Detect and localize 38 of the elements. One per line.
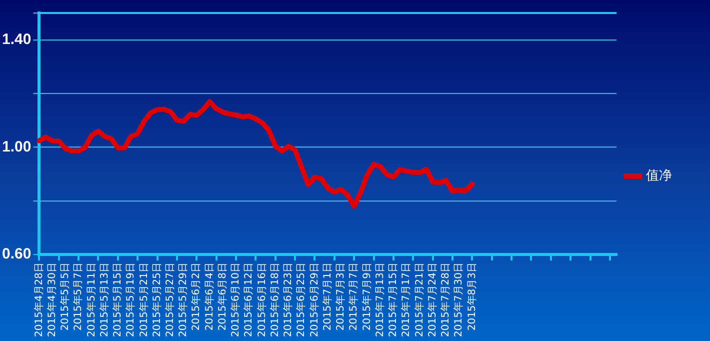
x-tick-label: 2015年6月29日: [308, 262, 320, 338]
y-tick-label: 1.40: [2, 30, 32, 48]
x-tick-label: 2015年5月7日: [72, 262, 84, 331]
x-tick-label: 2015年6月8日: [216, 262, 228, 331]
x-tick-label: 2015年5月21日: [138, 262, 150, 338]
x-tick-label: 2015年5月5日: [59, 262, 72, 331]
x-tick-label: 2015年6月10日: [230, 262, 242, 338]
x-tick-label: 2015年7月3日: [334, 262, 347, 331]
x-tick-label: 2015年7月24日: [426, 262, 438, 338]
x-tick-label: 2015年5月25日: [150, 262, 163, 338]
legend-label: 值净: [646, 168, 672, 184]
x-tick-label: 2015年5月29日: [177, 262, 190, 338]
x-tick-label: 2015年7月15日: [387, 262, 400, 338]
y-tick-label: 0.60: [2, 246, 32, 263]
x-tick-label: 2015年7月28日: [440, 262, 452, 338]
x-tick-label: 2015年4月30日: [46, 262, 58, 338]
x-tick-label: 2015年7月1日: [321, 262, 334, 331]
x-tick-label: 2015年7月21日: [413, 262, 426, 338]
x-tick-label: 2015年6月16日: [256, 262, 268, 338]
x-tick-label: 2015年4月28日: [32, 262, 45, 338]
x-tick-label: 2015年7月7日: [348, 262, 360, 331]
x-tick-label: 2015年7月13日: [374, 262, 386, 338]
x-tick-label: 2015年5月27日: [164, 262, 176, 338]
y-tick-label: 1.00: [2, 138, 32, 156]
x-tick-label: 2015年5月11日: [85, 262, 98, 338]
x-tick-label: 2015年7月30日: [452, 262, 465, 338]
x-tick-label: 2015年5月13日: [98, 262, 110, 338]
x-tick-label: 2015年5月19日: [124, 262, 137, 338]
x-tick-label: 2015年8月3日: [466, 262, 478, 331]
x-tick-label: 2015年6月2日: [190, 262, 202, 331]
x-tick-label: 2015年6月23日: [282, 262, 294, 338]
x-tick-label: 2015年5月15日: [112, 262, 124, 338]
x-tick-label: 2015年6月18日: [268, 262, 281, 338]
x-tick-label: 2015年7月9日: [360, 262, 373, 331]
x-tick-label: 2015年7月17日: [400, 262, 412, 338]
x-tick-label: 2015年6月25日: [295, 262, 308, 338]
x-tick-label: 2015年6月4日: [203, 262, 216, 331]
x-tick-label: 2015年6月12日: [242, 262, 255, 338]
